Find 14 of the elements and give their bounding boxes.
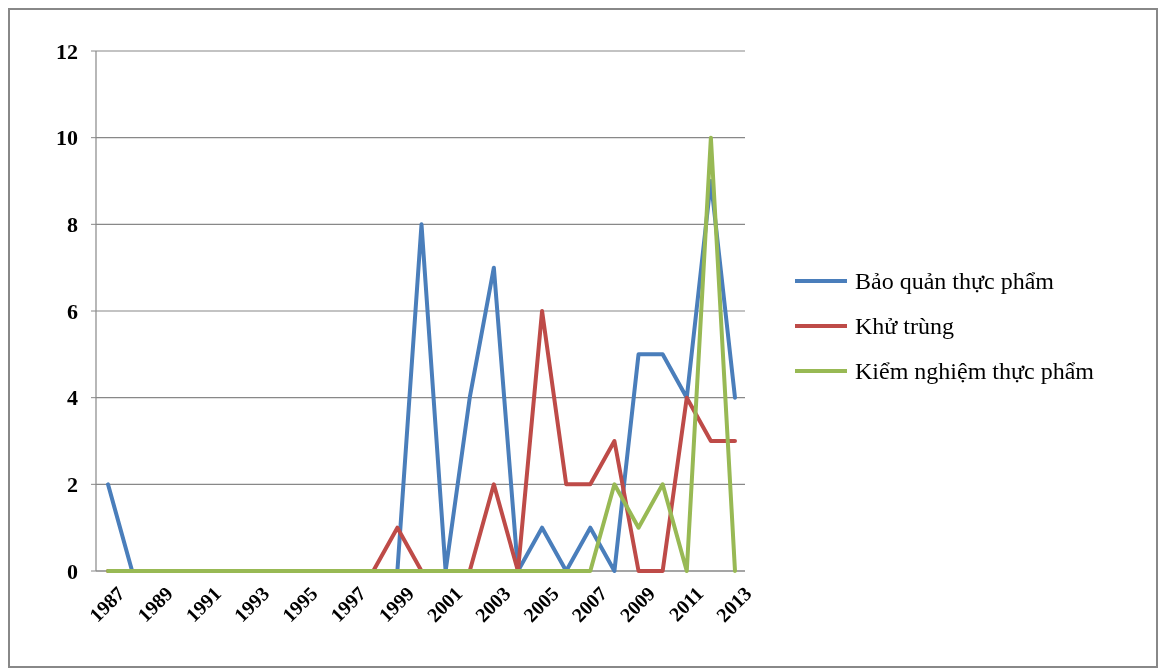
legend-label: Kiểm nghiệm thực phẩm (855, 358, 1095, 385)
legend-label: Khử trùng (855, 313, 954, 340)
x-tick-label: 1989 (133, 582, 177, 627)
y-tick-label: 4 (67, 385, 78, 411)
y-tick-label: 6 (67, 298, 78, 324)
x-tick-label: 1999 (374, 582, 419, 627)
x-tick-label: 1991 (181, 582, 226, 627)
y-tick-label: 12 (56, 38, 78, 64)
legend-label: Bảo quản thực phẩm (855, 268, 1055, 295)
y-tick-label: 0 (67, 558, 78, 584)
y-tick-label: 8 (67, 212, 78, 238)
y-tick-label: 2 (67, 472, 78, 498)
y-tick-label: 10 (56, 125, 78, 151)
x-tick-label: 2011 (664, 582, 708, 626)
